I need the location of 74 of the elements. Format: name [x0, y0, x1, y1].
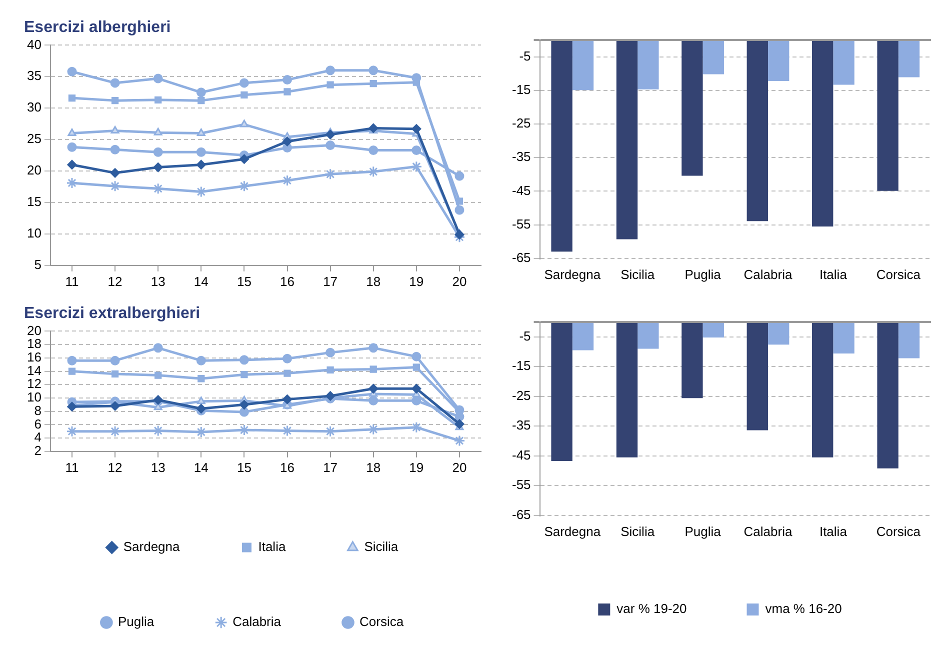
legend-label: var % 19-20 — [616, 601, 687, 616]
y-tick-label: -5 — [519, 328, 531, 344]
y-tick-label: -35 — [512, 149, 531, 164]
legend-label: Sicilia — [364, 539, 399, 554]
x-tick-label: 18 — [366, 460, 381, 475]
x-tick-label: 19 — [409, 460, 424, 475]
x-tick-label: 11 — [65, 274, 79, 289]
y-tick-label: 16 — [26, 349, 42, 364]
y-tick-label: -45 — [512, 182, 531, 198]
x-tick-label: Sicilia — [620, 524, 656, 539]
y-tick-label: 30 — [26, 100, 42, 115]
y-tick-label: 15 — [26, 194, 42, 210]
y-tick-label: 18 — [26, 336, 42, 352]
x-tick-label: Corsica — [876, 266, 922, 282]
y-tick-label: -55 — [512, 216, 531, 232]
legend-label: Italia — [258, 539, 286, 554]
x-tick-label: Sicilia — [620, 266, 656, 282]
x-tick-label: 11 — [65, 460, 79, 475]
x-tick-label: 16 — [280, 460, 294, 475]
y-tick-label: 8 — [34, 402, 42, 418]
y-tick-label: 20 — [26, 322, 42, 338]
x-tick-label: 18 — [366, 274, 381, 289]
y-tick-label: -65 — [512, 250, 531, 265]
x-tick-label: 12 — [108, 274, 122, 289]
y-tick-label: -15 — [512, 82, 531, 97]
y-tick-label: 2 — [34, 442, 42, 458]
chart-title: Esercizi extralberghieri — [24, 305, 200, 322]
x-tick-label: 19 — [409, 274, 424, 289]
y-tick-label: 35 — [26, 68, 42, 84]
y-tick-label: -45 — [512, 447, 531, 462]
y-tick-label: -15 — [512, 358, 531, 374]
chart-title: Esercizi alberghieri — [24, 19, 171, 36]
x-tick-label: 13 — [150, 460, 166, 475]
y-tick-label: -65 — [512, 506, 531, 522]
x-tick-label: Italia — [819, 266, 848, 282]
x-tick-label: 17 — [323, 460, 338, 475]
y-tick-label: 14 — [26, 362, 42, 378]
y-tick-label: 40 — [26, 36, 42, 52]
x-tick-label: 15 — [236, 274, 252, 289]
legend-label: vma % 16-20 — [765, 601, 842, 616]
x-tick-label: 13 — [150, 274, 166, 289]
x-tick-label: Corsica — [876, 524, 922, 539]
x-tick-label: Sardegna — [544, 524, 602, 539]
legend-label: Calabria — [232, 614, 282, 630]
x-tick-label: 15 — [236, 460, 252, 475]
x-tick-label: 20 — [452, 460, 467, 475]
x-tick-label: Calabria — [744, 266, 793, 282]
y-tick-label: 6 — [34, 416, 42, 432]
y-tick-label: 25 — [26, 131, 42, 146]
x-tick-label: 16 — [280, 274, 294, 289]
x-tick-label: 12 — [108, 460, 122, 475]
x-tick-label: 14 — [194, 460, 208, 475]
y-tick-label: -55 — [512, 477, 531, 492]
y-tick-label: -35 — [512, 418, 531, 433]
x-tick-label: 14 — [194, 274, 208, 289]
y-tick-label: -25 — [512, 388, 531, 403]
y-tick-label: 5 — [34, 256, 42, 272]
x-tick-label: 20 — [452, 274, 467, 289]
x-tick-label: 17 — [323, 274, 338, 289]
y-tick-label: 10 — [26, 390, 42, 405]
x-tick-label: Puglia — [684, 524, 722, 539]
legend-label: Puglia — [118, 614, 155, 630]
y-tick-label: -25 — [512, 116, 531, 131]
x-tick-label: Calabria — [744, 524, 793, 539]
x-tick-label: Italia — [819, 524, 848, 539]
y-tick-label: 20 — [26, 162, 42, 178]
y-tick-label: 10 — [26, 226, 42, 241]
x-tick-label: Puglia — [684, 266, 722, 282]
legend-label: Sardegna — [123, 539, 181, 554]
y-tick-label: 4 — [34, 430, 42, 445]
y-tick-label: -5 — [519, 48, 531, 64]
legend-label: Corsica — [359, 614, 404, 630]
y-tick-label: 12 — [26, 376, 42, 392]
x-tick-label: Sardegna — [544, 266, 602, 282]
